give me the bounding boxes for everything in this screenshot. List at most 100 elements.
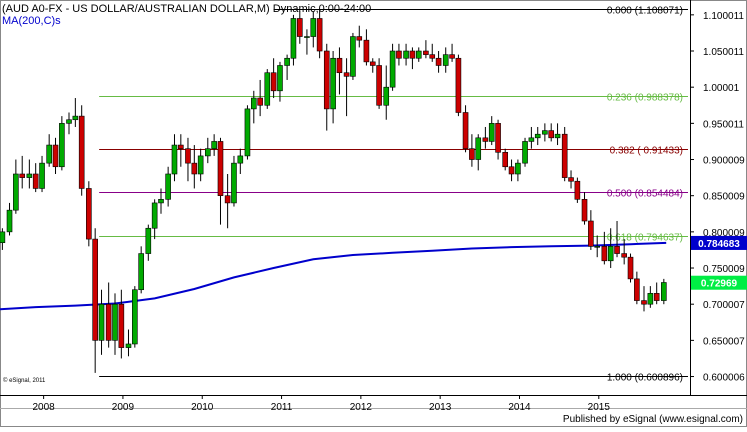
candle-body [257, 97, 263, 106]
candle [641, 286, 647, 312]
x-tick-label: 2008 [32, 402, 55, 413]
candle-body [383, 86, 390, 106]
candle-body [455, 57, 462, 113]
candle-body [237, 155, 244, 164]
candle [396, 43, 402, 66]
candle-body [72, 115, 79, 121]
candle [435, 51, 442, 73]
candle-body [304, 36, 310, 38]
candle-body [508, 166, 515, 175]
fib-label: 0.500 (0.854484) [607, 189, 683, 200]
candle-body [568, 177, 574, 182]
candle [191, 145, 198, 189]
candle-body [264, 72, 271, 106]
candle-body [316, 18, 323, 52]
candle-body [429, 54, 436, 59]
candle-body [343, 72, 350, 77]
candle-body [376, 65, 382, 106]
candle-body [310, 18, 317, 37]
candle [32, 163, 39, 193]
candle [284, 54, 290, 80]
candle [270, 58, 277, 99]
candle-body [224, 195, 231, 204]
candle-body [191, 162, 198, 175]
candle-body [542, 130, 548, 135]
candle [158, 188, 164, 214]
candle-body [634, 278, 640, 301]
y-tick-label: 0.900009 [703, 156, 745, 167]
candle [423, 40, 429, 59]
candle-body [46, 144, 52, 164]
candle [59, 116, 65, 171]
y-tick-label: 0.650007 [703, 336, 745, 347]
candle-body [151, 202, 158, 229]
candle-body [607, 246, 614, 262]
candle [237, 148, 244, 174]
candle-body [495, 123, 501, 153]
y-tick-label: 1.00001 [703, 83, 740, 94]
candle [495, 119, 501, 160]
y-axis: 1.100011 1.050011 1.00001 0.950011 0.900009 0… [690, 11, 745, 384]
candle [310, 11, 317, 48]
candle-body [469, 148, 475, 160]
candle [316, 9, 323, 59]
candle-body [284, 57, 290, 66]
candle [607, 228, 614, 269]
candle-body [165, 173, 171, 200]
candle-body [19, 173, 26, 178]
candle-body [0, 231, 6, 244]
candle [469, 134, 475, 167]
candle [403, 43, 409, 66]
candle-body [26, 173, 33, 178]
candle-body [356, 36, 363, 41]
candle-body [482, 137, 489, 142]
x-tick-label: 2014 [508, 402, 531, 413]
x-tick-label: 2012 [350, 402, 373, 413]
candle-body [488, 123, 495, 142]
candle [449, 43, 455, 62]
candle [118, 289, 125, 359]
candle [19, 155, 26, 189]
candle [217, 137, 224, 225]
candle-body [330, 57, 336, 110]
candle-body [647, 293, 654, 305]
candle [0, 228, 6, 250]
candle-body [118, 303, 125, 348]
candle [356, 25, 363, 48]
candle [522, 137, 528, 167]
candle [442, 47, 449, 73]
fib-label: 1.000 (0.600896) [607, 373, 683, 384]
candle-body [270, 72, 277, 92]
candle [455, 54, 462, 117]
candle [138, 246, 144, 294]
candle [561, 126, 568, 182]
candle [588, 210, 594, 250]
candle-body [561, 133, 568, 178]
x-tick-label: 2015 [588, 402, 611, 413]
candle-body [534, 133, 541, 139]
candle [534, 126, 541, 146]
price-label-text: 0.784683 [698, 239, 740, 250]
candle [46, 134, 52, 167]
candle [26, 159, 33, 189]
candle [376, 58, 382, 109]
candle [92, 228, 98, 373]
candle [389, 43, 396, 91]
candle-body [158, 199, 164, 204]
candle [151, 199, 158, 240]
candle [415, 47, 422, 62]
candle [515, 159, 521, 182]
fib-label: 0.382 ( 0.91433) [610, 146, 683, 157]
candle-body [217, 141, 224, 196]
candle-body [125, 343, 132, 348]
candle [296, 11, 303, 44]
candle [39, 155, 45, 193]
candle-body [574, 180, 581, 200]
candle-body [52, 144, 59, 168]
candle [343, 58, 350, 117]
candle [178, 134, 184, 167]
candle-body [78, 115, 85, 189]
candle [548, 123, 555, 142]
